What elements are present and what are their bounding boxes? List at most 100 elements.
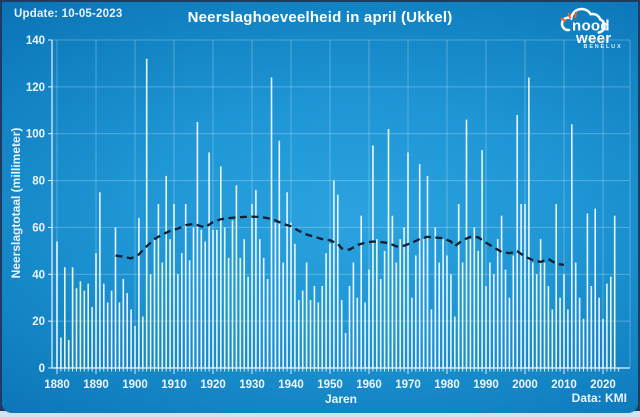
- bar: [145, 58, 148, 369]
- bar: [301, 290, 304, 368]
- bar: [75, 288, 78, 368]
- x-tick-label: 1910: [161, 379, 187, 391]
- bar: [379, 278, 382, 368]
- bar: [340, 300, 343, 368]
- bar: [333, 180, 335, 368]
- x-tick-label: 1970: [395, 379, 421, 391]
- bar: [496, 239, 499, 368]
- bar: [602, 318, 604, 368]
- x-tick-label: 1880: [44, 379, 70, 391]
- bar: [368, 269, 370, 368]
- bar: [153, 239, 156, 368]
- x-tick-label: 2020: [590, 379, 616, 391]
- bar: [508, 297, 511, 368]
- bar: [504, 269, 507, 368]
- bar: [500, 215, 503, 368]
- noodweer-benelux-logo[interactable]: nood weer BENELUX: [546, 1, 636, 49]
- bar: [473, 227, 476, 368]
- bar: [181, 253, 183, 368]
- bar: [270, 77, 273, 369]
- bar: [446, 255, 448, 368]
- tick-labels: 1880 1890 1900 1910 1920 1930 1940 1950 1960 1970…: [26, 35, 616, 391]
- bar: [106, 302, 109, 368]
- bar: [590, 286, 593, 368]
- bar: [613, 215, 616, 368]
- bar: [454, 316, 456, 368]
- y-tick-label: 140: [26, 35, 45, 47]
- bar: [376, 239, 378, 368]
- x-tick-label: 1950: [317, 379, 343, 391]
- bar: [255, 189, 257, 368]
- bar: [138, 218, 140, 368]
- bar: [610, 276, 612, 368]
- y-tick-label: 40: [32, 269, 45, 281]
- bar: [309, 300, 312, 368]
- bar: [266, 278, 269, 368]
- bar: [223, 227, 226, 368]
- bar: [321, 286, 323, 368]
- bar: [457, 204, 460, 368]
- bar: [212, 229, 214, 368]
- bar: [169, 239, 171, 368]
- bar: [469, 239, 472, 368]
- bar: [142, 316, 144, 368]
- bar: [465, 119, 468, 368]
- bar: [578, 297, 581, 368]
- bar: [235, 185, 238, 368]
- bar: [461, 262, 464, 368]
- bar: [110, 290, 113, 368]
- bar: [208, 152, 210, 368]
- bar: [325, 253, 327, 368]
- bar: [278, 140, 281, 368]
- bar: [383, 250, 386, 368]
- bar: [91, 307, 93, 368]
- bar: [407, 152, 409, 368]
- bar: [200, 229, 203, 368]
- bar: [298, 300, 300, 368]
- data-source-label: Data: KMI: [571, 391, 627, 405]
- bar: [567, 309, 569, 368]
- x-tick-label: 1980: [434, 379, 460, 391]
- bar: [87, 283, 89, 368]
- bar: [329, 243, 331, 368]
- y-tick-label: 120: [26, 82, 45, 94]
- bar: [305, 262, 308, 368]
- bar: [372, 145, 374, 368]
- axes: [48, 39, 630, 374]
- bar: [220, 166, 222, 368]
- bar: [563, 274, 565, 368]
- x-tick-label: 1940: [278, 379, 304, 391]
- bar: [551, 309, 554, 368]
- page-title: Neerslaghoeveelheid in april (Ukkel): [187, 9, 453, 26]
- bar: [103, 283, 105, 368]
- bar: [192, 227, 195, 368]
- card-bottom-edge: [0, 411, 640, 417]
- bar: [99, 192, 101, 368]
- bar: [216, 229, 218, 368]
- bar: [352, 262, 355, 368]
- bar: [83, 290, 86, 368]
- bar: [227, 257, 230, 368]
- bar: [247, 276, 249, 368]
- bar: [356, 297, 359, 368]
- bar: [606, 283, 608, 368]
- x-tick-label: 1930: [239, 379, 265, 391]
- bar: [528, 77, 530, 369]
- bar: [574, 262, 577, 368]
- bar: [344, 332, 347, 368]
- bar: [594, 208, 596, 368]
- bar: [239, 257, 242, 368]
- bar: [79, 281, 82, 368]
- bar: [559, 297, 561, 368]
- bar: [67, 339, 70, 368]
- bar: [64, 267, 66, 368]
- logo-word-2: weer: [575, 30, 611, 47]
- bar: [582, 318, 585, 368]
- bar: [313, 286, 316, 368]
- bar: [134, 325, 136, 368]
- bar: [399, 239, 401, 368]
- cloud-icon: [560, 7, 606, 34]
- y-tick-label: 20: [32, 316, 45, 328]
- y-tick-label: 80: [32, 176, 45, 188]
- x-tick-label: 1890: [83, 379, 109, 391]
